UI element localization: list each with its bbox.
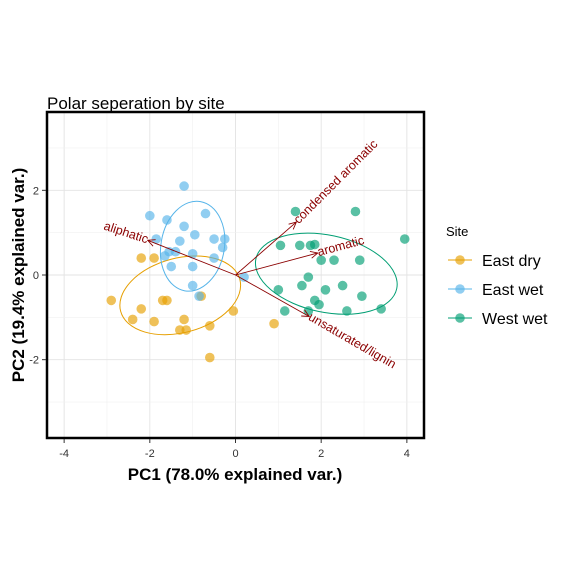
point-east-wet [187, 280, 198, 291]
legend-item-east-dry: East dry [448, 253, 541, 270]
point-east-dry [106, 295, 117, 306]
loading-arrow-head [288, 221, 298, 230]
point-east-dry [204, 321, 215, 331]
legend-key-point [455, 313, 465, 323]
point-east-dry [157, 295, 168, 306]
legend-label: East wet [482, 282, 544, 299]
legend-label: East dry [482, 253, 541, 270]
point-east-wet [151, 234, 162, 244]
point-west-wet [350, 206, 361, 217]
x-tick-label: -2 [145, 448, 155, 460]
point-west-wet [376, 304, 386, 314]
point-east-wet [239, 272, 249, 282]
legend-item-west-wet: West wet [448, 311, 548, 328]
point-west-wet [279, 306, 290, 316]
point-east-dry [136, 304, 147, 314]
point-west-wet [329, 255, 339, 265]
point-west-wet [294, 240, 305, 251]
point-west-wet [357, 291, 367, 301]
point-east-wet [217, 242, 228, 253]
point-west-wet [309, 239, 320, 250]
point-east-wet [145, 210, 155, 221]
point-west-wet [275, 240, 286, 251]
chart-title: Polar seperation by site [47, 94, 225, 113]
point-east-dry [181, 325, 192, 335]
point-west-wet [337, 280, 348, 291]
point-east-wet [166, 261, 177, 272]
y-axis-label: PC2 (19.4% explained var.) [9, 168, 28, 383]
point-east-wet [179, 221, 189, 232]
point-west-wet [297, 280, 307, 291]
point-west-wet [342, 306, 352, 316]
point-east-wet [194, 291, 204, 301]
x-tick-label: 2 [318, 448, 324, 460]
data-points [106, 181, 410, 363]
legend-label: West wet [482, 311, 548, 328]
legend: Site East dry East wet West wet [446, 224, 548, 328]
point-west-wet [399, 234, 410, 244]
panel-border [45, 110, 426, 440]
point-west-wet [303, 306, 314, 316]
y-tick-label: 2 [33, 185, 39, 197]
point-east-wet [175, 236, 185, 246]
x-tick-label: 4 [404, 448, 410, 460]
legend-item-east-wet: East wet [448, 282, 544, 299]
y-tick-label: -2 [29, 355, 39, 367]
x-tick-label: 0 [232, 448, 238, 460]
y-tick-label: 0 [33, 270, 39, 282]
y-axis-ticks: -2 0 2 [29, 185, 46, 367]
point-east-dry [228, 306, 239, 316]
point-east-wet [219, 234, 230, 244]
legend-key-point [455, 255, 465, 265]
point-east-wet [187, 249, 198, 259]
loading-arrow-head [309, 251, 319, 259]
point-east-dry [204, 352, 215, 363]
point-west-wet [314, 299, 324, 310]
ellipse-west-wet [254, 232, 398, 315]
point-east-wet [200, 208, 211, 219]
grid-lines [47, 112, 424, 438]
legend-key-point [455, 284, 465, 294]
x-tick-label: -4 [59, 448, 69, 460]
loading-arrow-line [147, 239, 236, 276]
x-axis-ticks: -4 -2 0 2 4 [59, 439, 410, 460]
point-east-wet [179, 181, 189, 191]
point-west-wet [303, 272, 314, 282]
point-east-dry [149, 253, 159, 263]
point-west-wet [290, 206, 301, 217]
point-west-wet [316, 255, 326, 265]
point-east-dry [127, 314, 138, 325]
point-east-wet [190, 229, 200, 240]
point-east-dry [269, 318, 279, 329]
point-east-dry [136, 253, 147, 263]
point-east-dry [179, 314, 189, 325]
legend-title: Site [446, 224, 468, 239]
point-east-wet [209, 253, 219, 263]
loading-arrow-line [235, 221, 297, 276]
point-east-wet [162, 215, 172, 225]
loading-arrow-line [235, 274, 310, 317]
loading-arrow-line [235, 252, 318, 276]
loading-arrow-head [301, 309, 311, 317]
loading-arrow-head [146, 239, 156, 247]
point-west-wet [320, 285, 331, 295]
point-west-wet [273, 285, 284, 295]
point-east-wet [209, 234, 219, 244]
point-east-wet [187, 261, 198, 272]
point-east-dry [149, 316, 159, 327]
point-west-wet [354, 255, 365, 265]
x-axis-label: PC1 (78.0% explained var.) [128, 465, 343, 484]
